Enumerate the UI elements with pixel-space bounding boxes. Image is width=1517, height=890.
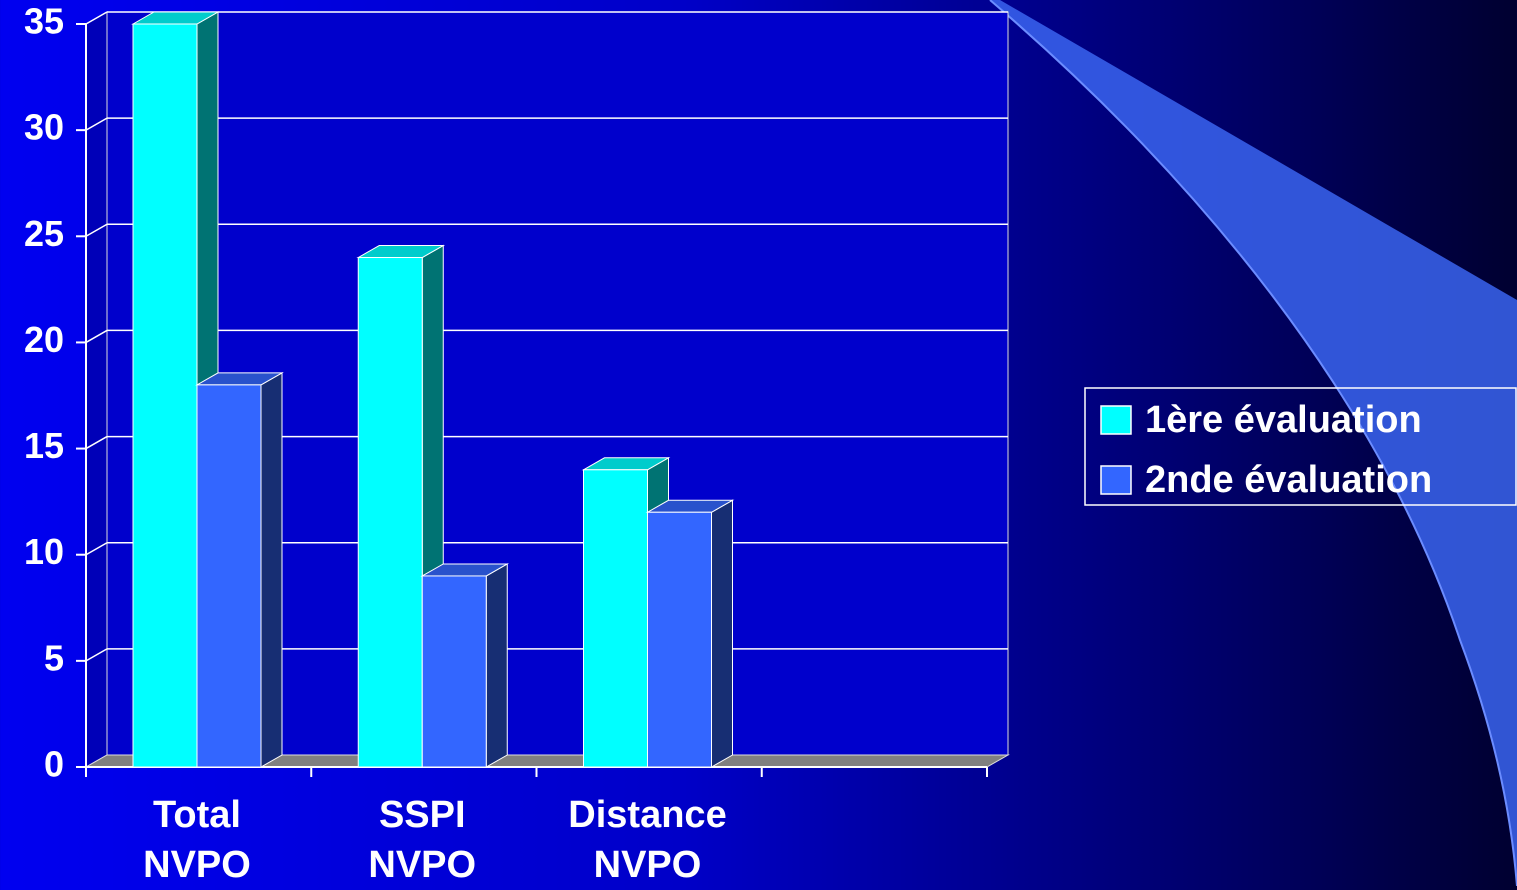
decor-curve bbox=[989, 0, 1517, 886]
legend-label: 1ère évaluation bbox=[1145, 399, 1422, 441]
legend-box bbox=[1084, 387, 1517, 506]
x-tick-label: SSPI NVPO bbox=[368, 794, 477, 886]
legend-swatch bbox=[1100, 405, 1132, 435]
grid-line-side bbox=[85, 542, 108, 556]
y-tick-label: 10 bbox=[24, 531, 64, 572]
x-tick-label: Total NVPO bbox=[143, 794, 251, 886]
grid-line-side bbox=[85, 11, 108, 25]
legend-label: 2nde évaluation bbox=[1145, 459, 1432, 501]
side-wall bbox=[85, 11, 108, 768]
grid-line-side bbox=[85, 117, 108, 131]
bar bbox=[357, 257, 423, 768]
bar-side bbox=[485, 563, 508, 768]
grid-line-side bbox=[85, 329, 108, 344]
y-tick-label: 30 bbox=[24, 107, 64, 148]
legend-swatch bbox=[1100, 465, 1132, 495]
bar bbox=[196, 384, 262, 768]
bar-side bbox=[260, 372, 283, 768]
y-tick-label: 15 bbox=[24, 425, 64, 466]
y-tick-label: 0 bbox=[44, 744, 64, 785]
grid-line-side bbox=[85, 648, 108, 662]
grid-line-side bbox=[85, 435, 108, 450]
y-tick-label: 5 bbox=[44, 637, 64, 678]
decor-swoosh bbox=[990, 0, 1517, 886]
bar bbox=[647, 511, 712, 768]
bar bbox=[421, 575, 487, 768]
bar bbox=[132, 23, 198, 768]
y-tick-label: 25 bbox=[24, 213, 64, 254]
x-tick-label: Distance NVPO bbox=[568, 794, 727, 886]
grid-line-side bbox=[85, 223, 108, 237]
bar bbox=[583, 469, 648, 768]
y-tick-label: 35 bbox=[24, 1, 64, 42]
y-tick-label: 20 bbox=[24, 319, 64, 360]
bar-side bbox=[711, 499, 733, 768]
